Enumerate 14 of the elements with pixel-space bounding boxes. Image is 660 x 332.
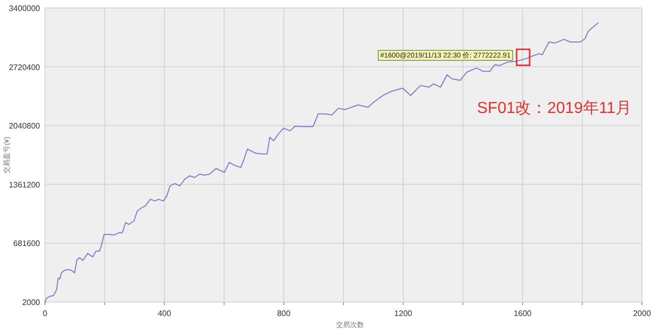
y-tick-label: 2720400 xyxy=(8,62,41,72)
x-tick-label: 2000 xyxy=(633,309,652,318)
y-tick-label: 2040800 xyxy=(8,122,41,131)
x-tick-label: 1600 xyxy=(514,309,532,318)
y-tick-label: 681600 xyxy=(13,239,41,248)
line-series xyxy=(44,22,599,302)
annotation: SF01改：2019年11月 xyxy=(477,100,632,117)
y-tick-label: 1361200 xyxy=(8,180,41,190)
x-tick-label: 1200 xyxy=(394,309,413,318)
x-tick-label: 0 xyxy=(42,309,48,318)
x-tick-label: 400 xyxy=(158,309,172,318)
y-tick-label: 2000 xyxy=(22,298,41,307)
y-tick-label: 3400000 xyxy=(8,4,41,13)
x-tick-label: 800 xyxy=(277,309,292,318)
